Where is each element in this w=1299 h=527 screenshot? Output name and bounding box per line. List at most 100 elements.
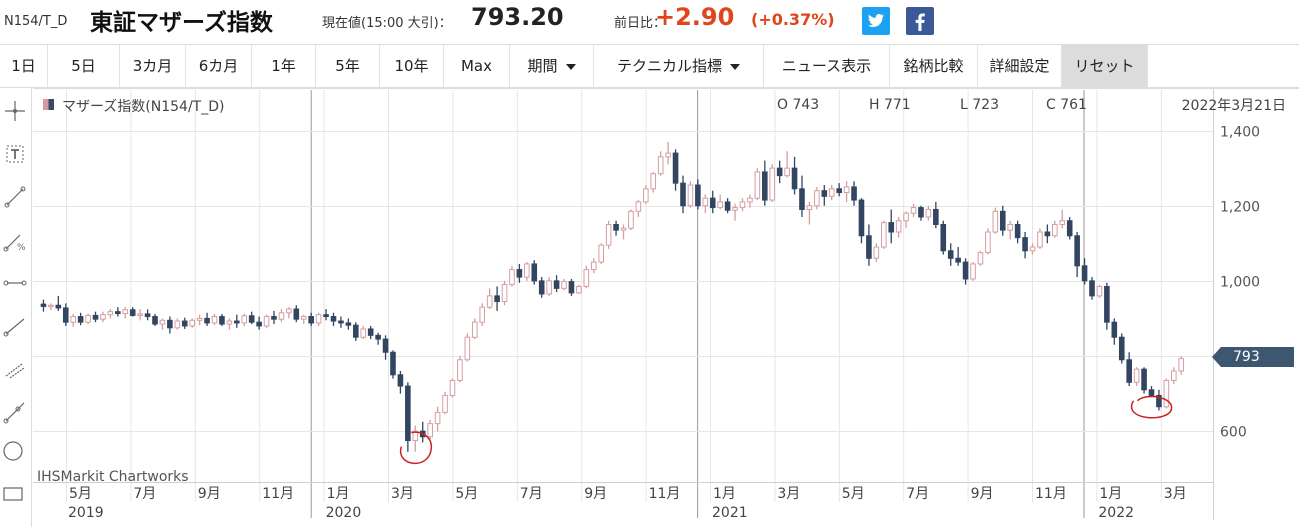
candlestick-chart[interactable]: 1,400 1,200 1,000 600 5月 7月 9月 11月 1月 3月 5月 7月 9月 11月…: [33, 88, 1299, 527]
x-month-label: 9月: [584, 486, 607, 502]
rectangle-icon[interactable]: [2, 480, 28, 506]
candle-up: [434, 411, 441, 425]
period-10y-button[interactable]: 10年: [380, 45, 444, 87]
candle-up: [784, 167, 790, 177]
compare-button[interactable]: 銘柄比較: [890, 45, 978, 87]
candle-up: [315, 314, 322, 324]
candle-down: [918, 207, 924, 218]
trend-line-icon[interactable]: [2, 313, 28, 339]
candle-down: [55, 304, 62, 309]
candle-up: [1133, 368, 1140, 383]
candle-up: [471, 321, 478, 338]
candle-down: [144, 313, 151, 318]
y-tick-label: 1,400: [1220, 125, 1260, 141]
candle-down: [271, 316, 277, 320]
candle-down: [375, 334, 381, 340]
candle-up: [635, 201, 642, 212]
settings-button[interactable]: 詳細設定: [978, 45, 1062, 87]
candle-up: [620, 227, 627, 231]
candle-down: [947, 250, 954, 259]
candle-up: [501, 284, 508, 303]
candle-down: [62, 307, 69, 323]
candle-up: [665, 152, 671, 158]
candle-down: [1044, 231, 1051, 237]
candle-down: [940, 223, 947, 252]
candle-down: [821, 190, 828, 197]
x-year-label: 2020: [326, 505, 362, 521]
candle-up: [576, 285, 582, 294]
period-3m-button[interactable]: 3カ月: [120, 45, 186, 87]
candle-down: [516, 269, 523, 278]
y-tick-label: 1,200: [1220, 200, 1260, 216]
chart-date: 2022年3月21日: [1181, 98, 1286, 114]
candle-down: [680, 182, 686, 207]
ray-icon[interactable]: [2, 399, 28, 425]
candle-up: [1052, 223, 1058, 237]
period-dropdown[interactable]: 期間: [510, 45, 594, 87]
quote-header: N154/T_D 東証マザーズ指数 現在値(15:00 大引)： 793.20 …: [0, 0, 1299, 42]
candle-up: [137, 313, 143, 316]
candle-up: [48, 304, 54, 307]
percent-line-icon[interactable]: %: [2, 227, 28, 253]
annotation-circle: [1130, 395, 1173, 419]
candle-down: [1066, 220, 1073, 237]
x-month-label: 11月: [1035, 486, 1067, 502]
x-month-label: 9月: [198, 486, 221, 502]
candle-up: [486, 295, 493, 308]
candle-down: [397, 374, 404, 387]
candle-up: [843, 186, 850, 194]
news-toggle-button[interactable]: ニュース表示: [764, 45, 890, 87]
candle-down: [345, 322, 352, 326]
candle-down: [390, 351, 396, 376]
horizontal-line-icon[interactable]: [2, 270, 28, 296]
facebook-icon[interactable]: [906, 7, 934, 35]
open-value: O 743: [777, 97, 820, 113]
candle-up: [747, 197, 753, 203]
x-month-label: 1月: [1099, 486, 1122, 502]
candle-down: [695, 184, 701, 207]
change-value: +2.90: [655, 3, 735, 31]
x-month-label: 1月: [327, 486, 350, 502]
low-value: L 723: [960, 97, 999, 113]
candle-up: [100, 314, 106, 320]
x-month-label: 3月: [1164, 486, 1187, 502]
period-1y-button[interactable]: 1年: [252, 45, 316, 87]
candle-down: [256, 321, 262, 327]
candle-up: [1178, 358, 1185, 372]
candle-up: [650, 173, 657, 190]
candle-up: [427, 423, 433, 438]
period-max-button[interactable]: Max: [444, 45, 510, 87]
line-tool-icon[interactable]: [2, 184, 28, 210]
channel-icon[interactable]: [2, 356, 28, 382]
candle-down: [323, 314, 329, 318]
candle-up: [449, 379, 456, 396]
candle-up: [873, 246, 880, 259]
candle-down: [234, 320, 240, 324]
candle-up: [1096, 285, 1103, 297]
twitter-icon[interactable]: [862, 7, 890, 35]
reset-button[interactable]: リセット: [1062, 45, 1148, 87]
candle-up: [263, 316, 270, 327]
crosshair-icon[interactable]: [2, 98, 28, 124]
candle-down: [1156, 394, 1162, 408]
last-price-tag: 793: [1212, 347, 1294, 367]
candle-down: [799, 188, 805, 210]
data-credit: IHSMarkit Chartworks: [37, 469, 189, 485]
candle-down: [308, 316, 314, 324]
candle-up: [657, 156, 664, 175]
candle-down: [152, 316, 158, 325]
candle-up: [643, 188, 649, 203]
period-1d-button[interactable]: 1日: [0, 45, 48, 87]
period-5d-button[interactable]: 5日: [48, 45, 120, 87]
x-month-label: 9月: [971, 486, 994, 502]
candle-down: [1148, 389, 1155, 396]
text-tool-icon[interactable]: [2, 141, 28, 167]
period-6m-button[interactable]: 6カ月: [186, 45, 252, 87]
candle-down: [1014, 223, 1021, 239]
period-5y-button[interactable]: 5年: [316, 45, 380, 87]
technical-indicator-dropdown[interactable]: テクニカル指標: [594, 45, 764, 87]
circle-icon[interactable]: [2, 438, 28, 464]
candle-up: [605, 223, 612, 246]
candle-up: [970, 263, 976, 280]
candle-down: [352, 324, 359, 338]
